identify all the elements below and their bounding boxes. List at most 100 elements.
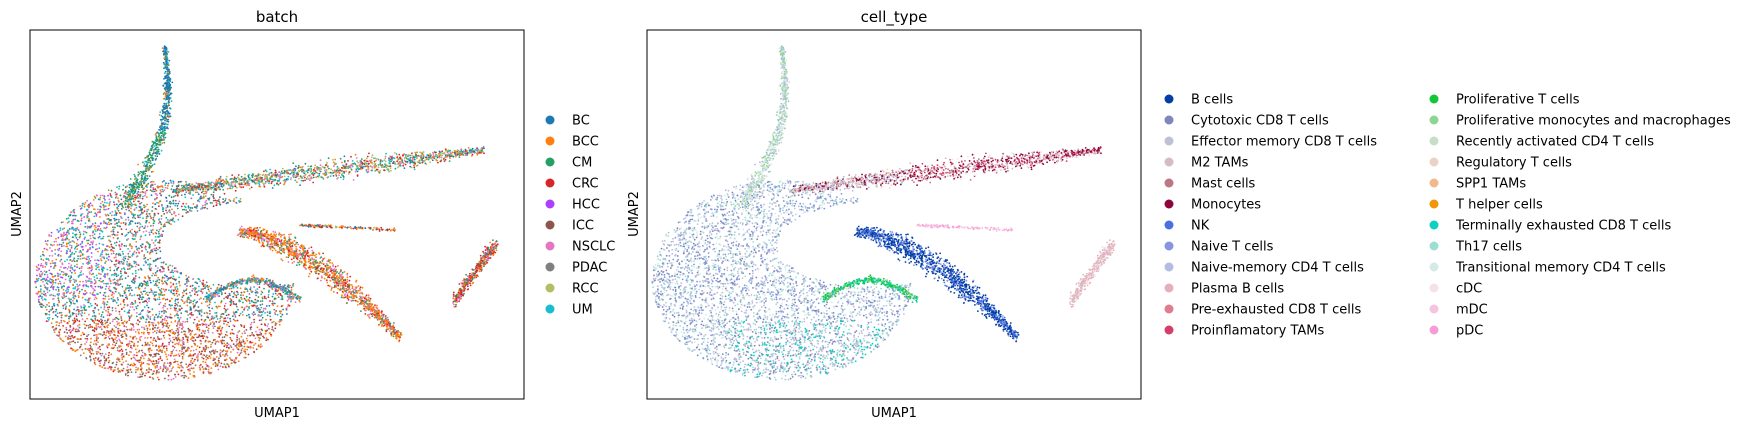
batch-point bbox=[163, 91, 166, 94]
batch-point bbox=[86, 258, 88, 261]
batch-point bbox=[122, 200, 125, 203]
batch-point bbox=[207, 346, 210, 349]
batch-point bbox=[200, 311, 203, 313]
batch-point bbox=[109, 322, 112, 325]
batch-point bbox=[46, 276, 49, 278]
batch-point bbox=[157, 202, 160, 204]
batch-point bbox=[161, 130, 164, 133]
batch-point bbox=[244, 356, 247, 359]
batch-point bbox=[131, 188, 134, 190]
batch-point bbox=[151, 229, 154, 232]
batch-point bbox=[230, 332, 232, 334]
batch-point bbox=[107, 354, 110, 357]
batch-point bbox=[85, 208, 88, 211]
batch-point bbox=[210, 367, 213, 369]
batch-point bbox=[141, 250, 143, 252]
batch-point bbox=[112, 296, 115, 298]
batch-point bbox=[103, 308, 105, 310]
batch-point bbox=[112, 298, 115, 301]
batch-point bbox=[85, 285, 88, 287]
batch-point bbox=[206, 315, 209, 318]
batch-point bbox=[84, 236, 86, 239]
batch-point bbox=[124, 291, 126, 294]
batch-point bbox=[203, 349, 206, 351]
batch-point bbox=[131, 347, 133, 350]
batch-point bbox=[73, 317, 76, 320]
batch-point bbox=[170, 213, 173, 216]
batch-point bbox=[267, 294, 270, 296]
batch-point bbox=[207, 324, 210, 327]
batch-point bbox=[254, 291, 257, 294]
batch-point bbox=[161, 126, 164, 129]
batch-point bbox=[137, 264, 140, 266]
batch-point bbox=[128, 223, 130, 226]
batch-point bbox=[101, 251, 103, 254]
batch-point bbox=[165, 209, 167, 212]
batch-point bbox=[259, 311, 261, 314]
batch-point bbox=[101, 237, 104, 240]
batch-point bbox=[184, 310, 187, 313]
batch-point bbox=[95, 268, 98, 270]
batch-point bbox=[192, 303, 195, 305]
batch-point bbox=[90, 252, 93, 254]
batch-point bbox=[70, 222, 73, 225]
batch-point bbox=[65, 274, 67, 277]
batch-point bbox=[166, 362, 169, 364]
batch-point bbox=[272, 304, 275, 307]
batch-point bbox=[101, 334, 104, 337]
batch-point bbox=[135, 255, 138, 258]
batch-point bbox=[172, 191, 174, 194]
batch-point bbox=[167, 120, 170, 123]
batch-point bbox=[66, 252, 68, 255]
batch-point bbox=[57, 275, 60, 278]
batch-point bbox=[153, 337, 156, 339]
batch-point bbox=[66, 332, 69, 334]
batch-point bbox=[144, 168, 147, 170]
batch-point bbox=[265, 297, 267, 300]
batch-point bbox=[40, 305, 42, 308]
batch-point bbox=[58, 322, 61, 325]
batch-point bbox=[176, 370, 179, 373]
batch-point bbox=[89, 272, 91, 275]
batch-point bbox=[107, 324, 110, 326]
batch-point bbox=[146, 162, 148, 164]
batch-point bbox=[81, 245, 84, 248]
batch-point bbox=[73, 257, 76, 260]
batch-point bbox=[155, 284, 158, 287]
batch-point bbox=[197, 193, 200, 196]
batch-point bbox=[57, 294, 60, 297]
batch-point bbox=[240, 175, 243, 178]
batch-point bbox=[169, 313, 172, 316]
batch-point bbox=[107, 194, 109, 197]
batch-point bbox=[181, 356, 184, 358]
batch-point bbox=[108, 337, 111, 340]
batch-point bbox=[116, 339, 118, 342]
batch-point bbox=[148, 300, 150, 302]
batch-point bbox=[69, 341, 71, 343]
batch-point bbox=[99, 216, 101, 218]
batch-point bbox=[167, 269, 170, 271]
batch-point bbox=[243, 356, 246, 359]
batch-point bbox=[230, 299, 233, 302]
batch-point bbox=[168, 89, 170, 92]
batch-point bbox=[177, 363, 180, 366]
batch-point bbox=[147, 242, 150, 245]
batch-point bbox=[111, 249, 114, 252]
batch-point bbox=[101, 270, 104, 273]
batch-point bbox=[140, 177, 143, 180]
batch-point bbox=[122, 184, 125, 187]
batch-point bbox=[73, 269, 76, 272]
batch-point bbox=[66, 237, 69, 240]
batch-point bbox=[243, 326, 246, 329]
batch-point bbox=[82, 263, 84, 265]
batch-point bbox=[113, 226, 115, 229]
batch-point bbox=[164, 274, 166, 276]
batch-point bbox=[147, 333, 150, 336]
batch-point bbox=[43, 290, 45, 293]
batch-point bbox=[42, 293, 45, 296]
batch-point bbox=[100, 237, 102, 240]
batch-point bbox=[168, 370, 171, 373]
batch-point bbox=[287, 303, 290, 306]
batch-point bbox=[165, 102, 168, 105]
batch-point bbox=[168, 72, 171, 75]
